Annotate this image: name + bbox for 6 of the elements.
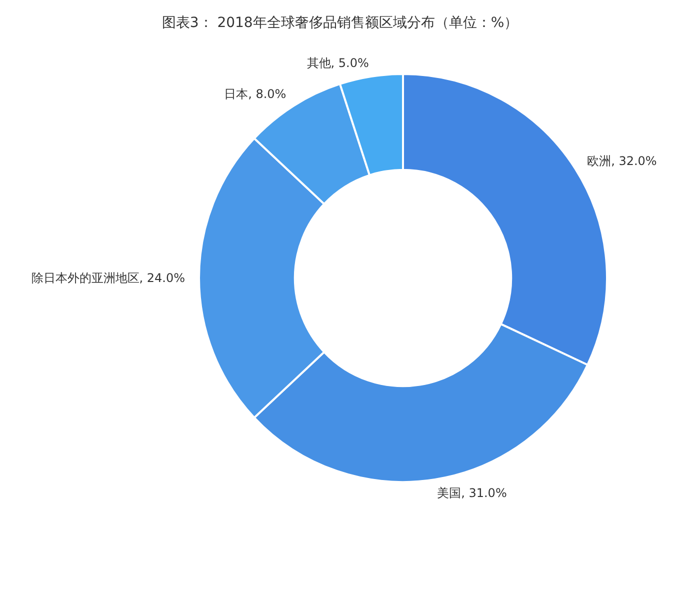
slice-label: 其他, 5.0% [306,54,369,71]
slice-label: 欧洲, 32.0% [587,153,657,170]
slice-label: 除日本外的亚洲地区, 24.0% [31,270,185,286]
slice-label: 日本, 8.0% [224,86,286,102]
chart-title: 图表3： 2018年全球奢侈品销售额区域分布（单位：%） [160,14,520,33]
slice-label: 美国, 31.0% [437,485,507,502]
